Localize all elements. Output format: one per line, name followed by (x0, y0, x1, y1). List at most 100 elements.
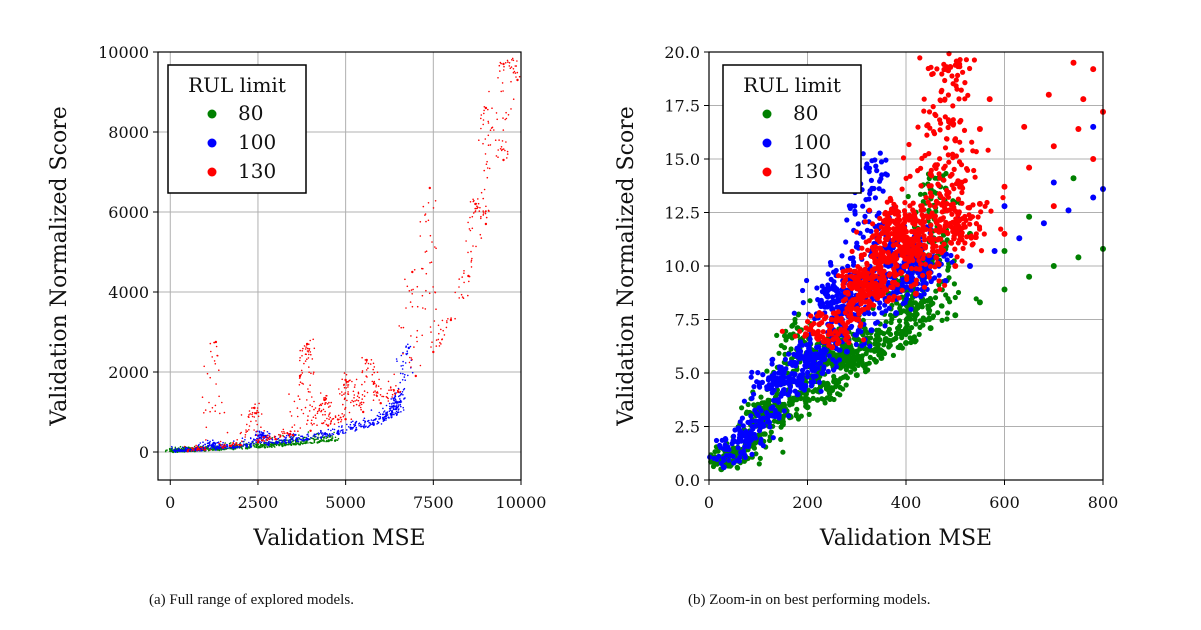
point-130 (942, 145, 949, 151)
point-130 (509, 67, 512, 70)
point-130 (477, 206, 479, 209)
point-130 (938, 98, 944, 104)
point-100 (811, 379, 817, 385)
point-100 (220, 446, 222, 448)
point-100 (804, 357, 811, 364)
point-80 (273, 445, 275, 448)
point-130 (908, 283, 914, 289)
point-130 (470, 250, 472, 253)
y-tick-label: 4000 (108, 283, 149, 302)
point-80 (284, 444, 287, 446)
point-130 (921, 108, 927, 114)
point-80 (871, 356, 877, 363)
point-100 (296, 439, 298, 442)
point-80 (852, 366, 858, 372)
point-80 (168, 447, 171, 450)
point-130 (504, 62, 507, 64)
point-130 (838, 328, 844, 334)
point-130 (935, 260, 941, 266)
point-130 (1070, 59, 1077, 66)
point-80 (920, 322, 926, 328)
point-130 (361, 398, 364, 400)
point-130 (323, 397, 325, 399)
point-130 (200, 446, 202, 449)
point-80 (897, 305, 903, 311)
point-100 (899, 281, 905, 287)
point-130 (482, 210, 485, 212)
point-100 (257, 437, 259, 440)
point-130 (485, 216, 488, 219)
point-100 (771, 387, 777, 393)
point-130 (214, 340, 218, 344)
point-80 (751, 445, 758, 451)
point-130 (341, 394, 343, 397)
point-100 (905, 292, 911, 298)
point-130 (195, 444, 197, 447)
point-130 (291, 434, 295, 437)
point-130 (256, 434, 258, 437)
point-100 (867, 343, 873, 349)
point-80 (776, 404, 782, 410)
point-130 (924, 132, 930, 138)
point-130 (872, 280, 879, 286)
point-130 (307, 388, 309, 390)
point-130 (332, 417, 335, 420)
point-100 (292, 439, 295, 442)
point-130 (505, 117, 508, 120)
point-130 (327, 415, 330, 417)
point-100 (258, 432, 261, 434)
point-130 (210, 350, 212, 353)
point-130 (910, 200, 916, 206)
point-130 (347, 393, 350, 396)
point-130 (254, 412, 256, 415)
point-80 (824, 380, 831, 386)
point-130 (491, 126, 494, 129)
point-130 (435, 339, 438, 341)
point-130 (505, 111, 507, 114)
point-100 (406, 350, 409, 353)
point-130 (416, 305, 419, 308)
point-100 (328, 435, 331, 438)
point-80 (296, 442, 298, 445)
point-100 (876, 305, 883, 311)
point-100 (333, 428, 336, 431)
point-100 (250, 443, 253, 445)
point-80 (810, 395, 816, 401)
point-130 (970, 202, 976, 208)
point-80 (881, 331, 887, 337)
point-130 (916, 232, 922, 238)
point-100 (394, 398, 397, 400)
point-130 (462, 297, 465, 300)
point-80 (756, 432, 762, 438)
point-130 (255, 439, 258, 442)
point-100 (813, 373, 819, 379)
point-130 (937, 286, 943, 292)
point-130 (1026, 164, 1033, 171)
point-130 (958, 87, 964, 93)
point-100 (900, 276, 906, 283)
point-130 (937, 156, 943, 162)
point-100 (244, 439, 246, 441)
point-100 (270, 441, 273, 444)
point-130 (373, 380, 376, 383)
point-100 (353, 423, 355, 426)
point-80 (307, 431, 310, 433)
point-100 (742, 444, 748, 450)
point-100 (861, 341, 868, 347)
point-100 (805, 374, 811, 380)
point-130 (970, 148, 976, 154)
point-80 (234, 448, 237, 450)
point-130 (388, 389, 390, 392)
point-100 (397, 409, 400, 411)
point-130 (842, 310, 849, 316)
point-100 (813, 351, 819, 357)
point-80 (806, 411, 812, 417)
point-130 (283, 431, 285, 433)
point-100 (399, 372, 402, 375)
point-100 (400, 392, 403, 395)
point-130 (376, 395, 378, 398)
point-80 (790, 322, 796, 328)
point-100 (402, 409, 405, 411)
point-100 (1016, 235, 1023, 242)
point-80 (907, 311, 913, 317)
